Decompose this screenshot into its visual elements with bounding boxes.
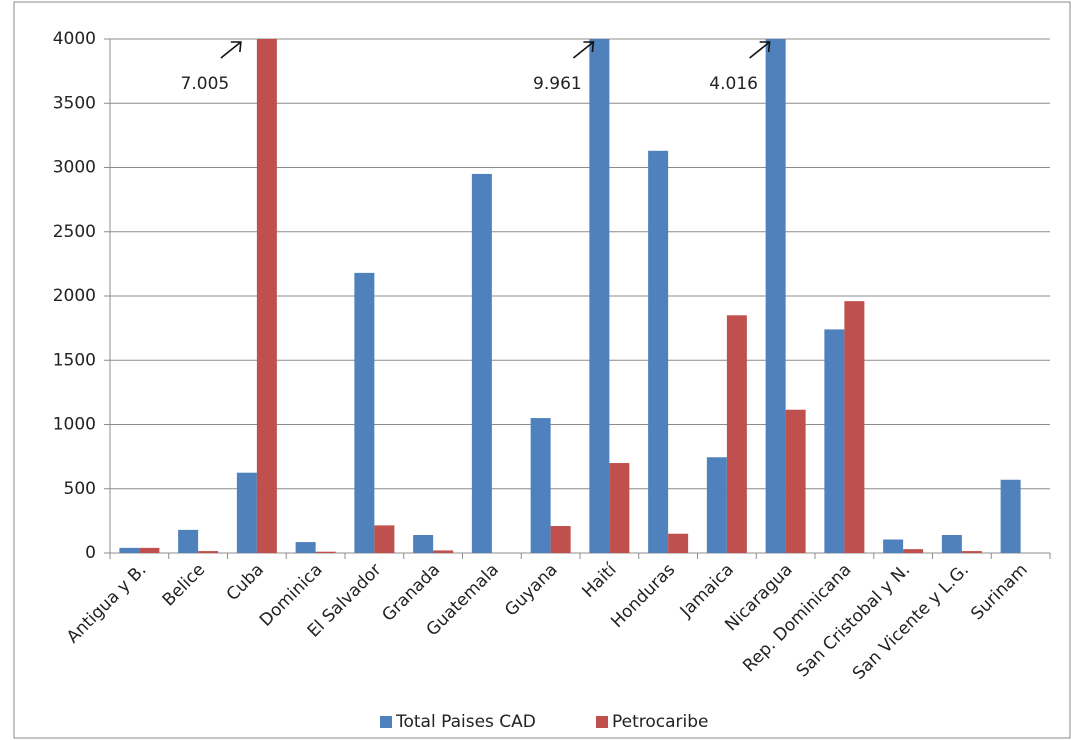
- x-tick-label: Belice: [159, 560, 209, 610]
- y-tick-label: 3000: [53, 158, 96, 178]
- x-tick-label: Guyana: [501, 560, 562, 621]
- bar: [119, 547, 140, 553]
- labels: 0 500 1000 1500 2000 2500 3000 3500 4000 Antigua …: [53, 29, 1032, 732]
- chart-border: [13, 1, 1071, 739]
- value-label: 4.016: [709, 74, 758, 94]
- y-tick-label: 2000: [53, 286, 96, 306]
- y-tick-label: 1000: [53, 415, 96, 435]
- bar: [706, 457, 727, 553]
- x-tick-label: San Vicente y L.G.: [849, 560, 973, 684]
- annotation-arrow: [749, 41, 771, 59]
- annotation-arrow: [220, 41, 242, 59]
- bar: [413, 535, 434, 553]
- y-tick-label: 500: [64, 479, 96, 499]
- bar: [961, 551, 982, 553]
- legend-label: Total Paises CAD: [395, 712, 536, 732]
- bar: [589, 39, 610, 553]
- bar: [530, 418, 551, 553]
- bar: [668, 533, 689, 553]
- x-tick-label: Rep. Dominicana: [739, 560, 855, 676]
- legend-label: Petrocaribe: [612, 712, 709, 732]
- bar: [236, 472, 257, 553]
- y-tick-label: 2500: [53, 222, 96, 242]
- bar: [941, 535, 962, 553]
- bar: [883, 539, 904, 553]
- bar: [785, 409, 806, 553]
- bar: [550, 526, 571, 553]
- x-tick-label: Surinam: [967, 560, 1031, 624]
- bar: [178, 529, 199, 553]
- bar: [824, 329, 845, 553]
- bar: [256, 39, 277, 553]
- bar: [609, 463, 630, 553]
- x-tick-label: San Cristobal y N.: [793, 560, 915, 682]
- annotation-arrow: [572, 41, 595, 59]
- x-tick-label: Cuba: [223, 560, 268, 605]
- bar: [844, 301, 865, 553]
- x-tick-label: Antigua y B.: [63, 560, 150, 647]
- bar: [648, 150, 669, 553]
- legend-swatch: [380, 716, 392, 728]
- y-tick-label: 4000: [53, 29, 96, 49]
- bar: [433, 550, 454, 553]
- bar: [903, 549, 924, 553]
- x-tick-label: Honduras: [607, 560, 679, 632]
- value-label: 7.005: [181, 74, 230, 94]
- y-tick-label: 1500: [53, 350, 96, 370]
- bar: [198, 551, 219, 553]
- bar: [295, 542, 316, 553]
- bar: [315, 551, 336, 553]
- value-label: 9.961: [533, 74, 582, 94]
- y-tick-label: 3500: [53, 93, 96, 113]
- legend-swatch: [596, 716, 608, 728]
- bars: [119, 39, 1021, 553]
- bar: [374, 525, 395, 553]
- x-tick-label: Haití: [579, 559, 622, 602]
- bar: [471, 173, 492, 553]
- bar: [726, 315, 747, 553]
- y-tick-label: 0: [85, 543, 96, 563]
- bar: [354, 272, 375, 553]
- bar: [139, 547, 160, 553]
- bar: [1000, 479, 1021, 553]
- bar: [765, 39, 786, 553]
